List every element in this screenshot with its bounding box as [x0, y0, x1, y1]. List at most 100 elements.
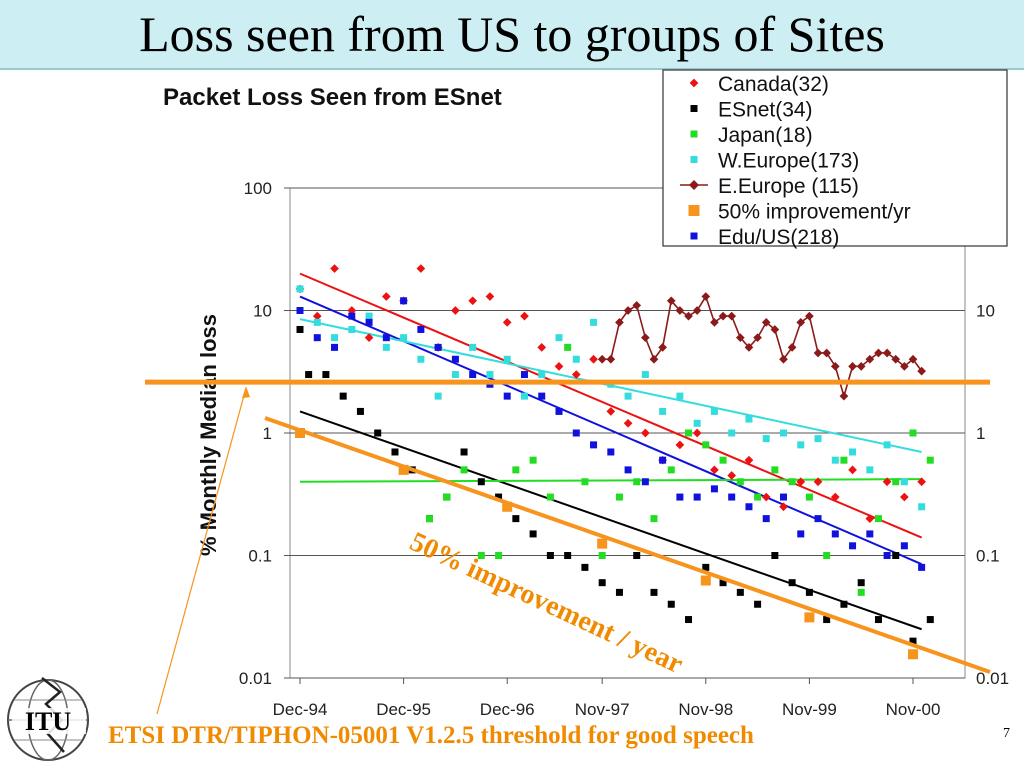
- data-point: [849, 448, 857, 456]
- data-point: [692, 306, 702, 315]
- data-point: [918, 503, 926, 511]
- trend-line: [299, 272, 923, 539]
- data-point: [624, 466, 632, 474]
- data-point: [554, 362, 564, 371]
- data-point: [597, 538, 608, 549]
- data-point: [900, 542, 908, 550]
- data-point: [710, 485, 718, 493]
- data-point: [814, 435, 822, 443]
- data-point: [883, 441, 891, 449]
- data-point: [486, 371, 494, 379]
- data-point: [296, 325, 304, 333]
- data-point: [874, 515, 882, 523]
- data-point: [641, 478, 649, 486]
- legend-label: ESnet(34): [718, 99, 813, 122]
- data-point: [684, 311, 693, 321]
- data-point: [822, 348, 832, 358]
- trend-line: [299, 410, 922, 631]
- data-point: [761, 318, 771, 327]
- data-point: [512, 515, 520, 523]
- chart-title: Packet Loss Seen from ESnet: [163, 84, 502, 111]
- data-point: [710, 465, 719, 475]
- data-point: [666, 296, 676, 306]
- data-point: [788, 478, 796, 486]
- data-point: [797, 441, 805, 449]
- data-point: [813, 348, 823, 358]
- data-point: [883, 552, 891, 559]
- data-point: [667, 600, 675, 608]
- itu-logo: ITU: [7, 677, 89, 761]
- y-tick-label: 0.1: [248, 547, 272, 566]
- legend-label: Japan(18): [718, 124, 813, 147]
- data-point: [693, 419, 701, 427]
- data-point: [485, 292, 495, 301]
- data-point: [460, 448, 468, 456]
- data-point: [597, 354, 607, 364]
- data-point: [598, 552, 606, 559]
- data-point: [727, 471, 737, 480]
- data-point: [434, 392, 442, 400]
- data-point: [874, 348, 883, 358]
- x-tick-label: Nov-98: [678, 700, 733, 719]
- data-point: [623, 306, 633, 315]
- data-point: [874, 616, 882, 624]
- data-point: [728, 493, 736, 501]
- x-tick-label: Dec-96: [480, 700, 535, 719]
- data-point: [882, 477, 892, 487]
- legend-label: W.Europe(173): [718, 150, 859, 173]
- data-point: [909, 637, 917, 645]
- data-point: [718, 311, 728, 321]
- data-point: [572, 355, 580, 363]
- data-point: [710, 407, 718, 415]
- data-point: [710, 318, 719, 327]
- data-point: [520, 311, 529, 321]
- data-point: [322, 371, 330, 379]
- data-point: [702, 563, 710, 571]
- data-point: [312, 311, 322, 321]
- data-point: [331, 343, 339, 351]
- x-tick-label: Dec-95: [376, 700, 431, 719]
- data-point: [830, 362, 840, 371]
- data-point: [909, 429, 917, 437]
- data-point: [848, 465, 857, 475]
- data-point: [633, 478, 641, 486]
- data-point: [503, 392, 511, 400]
- data-point: [581, 478, 589, 486]
- data-point: [856, 362, 866, 371]
- data-point: [468, 296, 478, 306]
- data-point: [700, 575, 711, 586]
- data-point: [348, 325, 356, 333]
- data-point: [426, 515, 434, 523]
- data-point: [364, 333, 374, 343]
- data-point: [823, 616, 831, 624]
- data-point: [658, 343, 667, 352]
- y-tick-label: 10: [253, 302, 272, 321]
- data-point: [382, 334, 390, 342]
- data-point: [590, 441, 598, 449]
- data-point: [866, 466, 874, 474]
- data-point: [779, 354, 788, 364]
- data-point: [606, 407, 616, 416]
- data-point: [754, 493, 762, 501]
- data-point: [667, 466, 675, 474]
- data-point: [728, 429, 736, 437]
- data-point: [391, 448, 399, 456]
- data-point: [469, 371, 477, 379]
- legend-swatch: [690, 105, 698, 112]
- data-point: [736, 588, 744, 596]
- data-point: [443, 493, 451, 501]
- data-point: [615, 318, 624, 327]
- data-point: [572, 429, 580, 437]
- data-point: [676, 493, 684, 501]
- data-point: [512, 466, 520, 474]
- data-point: [606, 354, 616, 364]
- data-point: [771, 552, 779, 559]
- x-tick-label: Nov-97: [575, 700, 630, 719]
- legend-swatch: [690, 156, 698, 163]
- data-point: [761, 492, 771, 502]
- data-point: [398, 464, 409, 475]
- legend-label: Canada(32): [718, 73, 829, 96]
- data-point: [571, 370, 581, 379]
- data-point: [675, 306, 685, 315]
- data-point: [555, 334, 563, 342]
